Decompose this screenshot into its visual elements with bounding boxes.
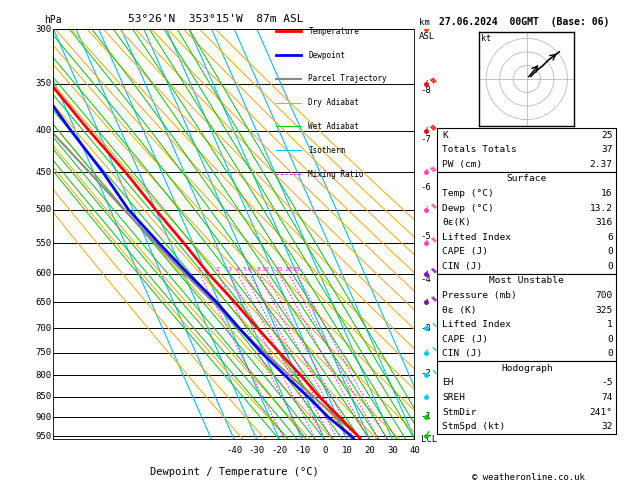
- Text: 500: 500: [35, 205, 52, 214]
- Text: 20: 20: [365, 446, 376, 455]
- Text: kt: kt: [481, 35, 491, 43]
- Text: 32: 32: [601, 422, 613, 431]
- Text: 2: 2: [216, 267, 220, 272]
- Text: 1: 1: [607, 320, 613, 329]
- Text: Pressure (mb): Pressure (mb): [442, 291, 517, 300]
- Text: 25: 25: [601, 131, 613, 139]
- Text: 850: 850: [35, 392, 52, 401]
- Text: Isotherm: Isotherm: [308, 146, 345, 155]
- Text: 0: 0: [607, 349, 613, 358]
- Text: Temperature: Temperature: [308, 27, 359, 35]
- Text: CAPE (J): CAPE (J): [442, 247, 488, 256]
- Text: 600: 600: [35, 269, 52, 278]
- Text: CIN (J): CIN (J): [442, 349, 482, 358]
- Text: 325: 325: [596, 306, 613, 314]
- Text: Parcel Trajectory: Parcel Trajectory: [308, 74, 387, 84]
- Text: km: km: [419, 18, 430, 27]
- Text: 650: 650: [35, 297, 52, 307]
- Text: -2: -2: [421, 369, 431, 378]
- Text: 25: 25: [292, 267, 301, 272]
- Text: 0: 0: [607, 247, 613, 256]
- Text: θε (K): θε (K): [442, 306, 477, 314]
- Text: 6: 6: [607, 233, 613, 242]
- Text: © weatheronline.co.uk: © weatheronline.co.uk: [472, 473, 585, 482]
- Text: 37: 37: [601, 145, 613, 154]
- Text: -5: -5: [601, 379, 613, 387]
- Text: Wet Adiabat: Wet Adiabat: [308, 122, 359, 131]
- Text: Dry Adiabat: Dry Adiabat: [308, 98, 359, 107]
- Text: 6: 6: [248, 267, 252, 272]
- Text: 900: 900: [35, 413, 52, 421]
- Text: 2.37: 2.37: [589, 160, 613, 169]
- Text: Dewpoint: Dewpoint: [308, 51, 345, 59]
- Text: 3: 3: [227, 267, 231, 272]
- Text: 13.2: 13.2: [589, 204, 613, 212]
- Text: 400: 400: [35, 126, 52, 135]
- Text: -40: -40: [226, 446, 242, 455]
- Text: Temp (°C): Temp (°C): [442, 189, 494, 198]
- Text: Mixing Ratio: Mixing Ratio: [308, 170, 364, 179]
- Text: StmSpd (kt): StmSpd (kt): [442, 422, 506, 431]
- Text: Hodograph: Hodograph: [501, 364, 553, 373]
- Text: Dewpoint / Temperature (°C): Dewpoint / Temperature (°C): [150, 467, 319, 477]
- Text: Surface: Surface: [507, 174, 547, 183]
- Text: 30: 30: [387, 446, 398, 455]
- Text: Lifted Index: Lifted Index: [442, 233, 511, 242]
- Text: 1: 1: [198, 267, 201, 272]
- Text: 0: 0: [607, 262, 613, 271]
- Text: 16: 16: [601, 189, 613, 198]
- Text: 450: 450: [35, 168, 52, 177]
- Text: θε(K): θε(K): [442, 218, 471, 227]
- Text: 40: 40: [409, 446, 421, 455]
- Text: -4: -4: [421, 275, 431, 284]
- Text: 10: 10: [342, 446, 353, 455]
- Text: -7: -7: [421, 135, 431, 144]
- Text: Dewp (°C): Dewp (°C): [442, 204, 494, 212]
- Text: K: K: [442, 131, 448, 139]
- Text: -30: -30: [249, 446, 265, 455]
- Text: 10: 10: [262, 267, 270, 272]
- Text: 53°26'N  353°15'W  87m ASL: 53°26'N 353°15'W 87m ASL: [128, 14, 304, 24]
- Text: 241°: 241°: [589, 408, 613, 417]
- Text: -6: -6: [421, 183, 431, 192]
- Text: -5: -5: [421, 232, 431, 241]
- Text: -1: -1: [421, 412, 431, 421]
- Text: 15: 15: [275, 267, 283, 272]
- Text: StmDir: StmDir: [442, 408, 477, 417]
- Text: 950: 950: [35, 432, 52, 441]
- Text: 700: 700: [35, 324, 52, 333]
- Text: Lifted Index: Lifted Index: [442, 320, 511, 329]
- Text: ASL: ASL: [419, 33, 435, 41]
- Text: 4: 4: [235, 267, 240, 272]
- Text: -10: -10: [294, 446, 310, 455]
- Text: EH: EH: [442, 379, 454, 387]
- Text: 550: 550: [35, 239, 52, 248]
- Text: PW (cm): PW (cm): [442, 160, 482, 169]
- Text: -3: -3: [421, 324, 431, 333]
- Text: 750: 750: [35, 348, 52, 357]
- Text: LCL: LCL: [421, 435, 437, 444]
- Text: 74: 74: [601, 393, 613, 402]
- Text: 0: 0: [607, 335, 613, 344]
- Text: 27.06.2024  00GMT  (Base: 06): 27.06.2024 00GMT (Base: 06): [439, 17, 610, 27]
- Text: -20: -20: [272, 446, 287, 455]
- Text: CAPE (J): CAPE (J): [442, 335, 488, 344]
- Text: -8: -8: [421, 86, 431, 95]
- Text: 350: 350: [35, 79, 52, 88]
- Text: SREH: SREH: [442, 393, 465, 402]
- Text: 5: 5: [242, 267, 246, 272]
- Text: 300: 300: [35, 25, 52, 34]
- Text: Totals Totals: Totals Totals: [442, 145, 517, 154]
- Text: Most Unstable: Most Unstable: [489, 277, 564, 285]
- Text: 0: 0: [322, 446, 328, 455]
- Text: 700: 700: [596, 291, 613, 300]
- Text: 20: 20: [285, 267, 292, 272]
- Text: CIN (J): CIN (J): [442, 262, 482, 271]
- Text: 8: 8: [257, 267, 260, 272]
- Text: 800: 800: [35, 371, 52, 380]
- Text: 316: 316: [596, 218, 613, 227]
- Text: hPa: hPa: [45, 15, 62, 25]
